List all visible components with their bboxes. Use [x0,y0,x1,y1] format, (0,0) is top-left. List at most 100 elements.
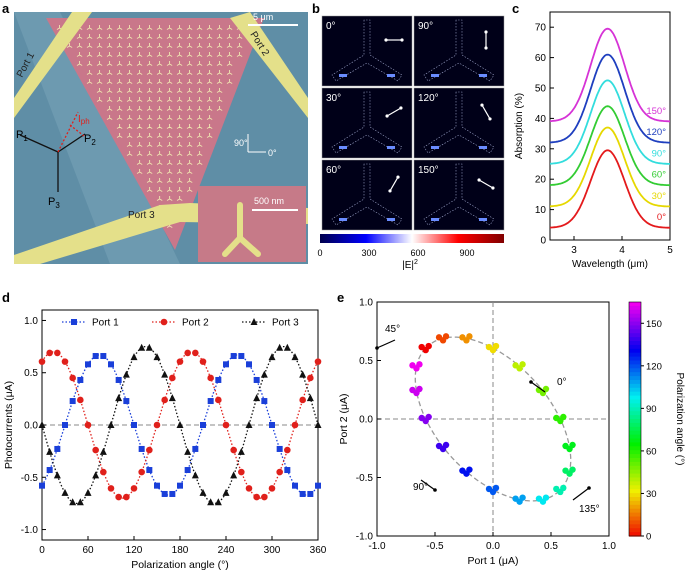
data-point [230,471,238,479]
y-antenna [116,124,123,129]
y-antenna [156,61,163,66]
y-antenna [86,52,93,57]
data-point [207,374,214,382]
colorbar-segment [629,333,641,338]
y-antenna [156,52,163,57]
colorbar-segment [629,426,641,432]
y-antenna [66,43,73,48]
y-antenna [216,70,223,75]
y-antenna [176,151,183,156]
colorbar-tick: 900 [459,248,474,258]
y-antenna [186,97,193,102]
arrow-tail [484,46,488,50]
hotspot [431,74,439,77]
data-point [269,422,275,428]
hotspot [479,218,487,221]
data-point [291,353,299,361]
y-antenna [166,196,173,201]
x-axis-label: Port 1 (μA) [468,555,519,567]
y-tick-label: 70 [535,23,547,34]
colorbar-segment [629,461,641,467]
y-antenna [166,61,173,66]
absorption-curve [550,105,670,187]
data-point [542,385,550,393]
y-antenna [146,34,153,39]
y-antenna [176,133,183,138]
y-antenna [176,97,183,102]
y-antenna [206,52,213,57]
annotation-label: 135° [579,504,600,515]
y-antenna [186,88,193,93]
y-antenna [136,88,143,93]
x-tick-label: 4 [619,245,625,256]
arrow-tail [491,186,495,190]
series-label: 0° [657,212,666,223]
y-antenna [136,115,143,120]
x-tick-label: -1.0 [368,541,386,552]
colorbar-segment [629,395,641,401]
antenna-outline [423,19,495,82]
y-antenna [106,25,113,30]
x-tick-label: 60 [82,545,94,556]
data-point [184,467,191,474]
y-antenna [136,133,143,138]
data-point [291,421,299,429]
y-antenna [136,25,143,30]
field-map-tile [321,15,413,87]
antenna-outline [423,163,495,226]
data-point [238,353,245,360]
data-point [253,493,260,501]
y-antenna [146,61,153,66]
y-tick-label: 10 [535,205,547,216]
vector-diagram [19,111,86,192]
y-tick-label: -1.0 [21,525,39,536]
y-antenna [126,124,133,129]
y-antenna [126,79,133,84]
colorbar-segment [629,485,641,490]
data-point [169,374,176,382]
colorbar-segment [629,383,641,389]
y-antenna [126,61,133,66]
data-point [230,446,237,454]
y-antenna [156,97,163,102]
port-1-electrode [14,12,92,118]
y-antenna [196,124,203,129]
colorbar-segment [629,458,641,463]
y-antenna [226,52,233,57]
data-point [107,485,115,492]
data-point [191,471,199,479]
data-point [283,343,291,351]
data-point [115,376,122,383]
annotation-label: 0° [557,377,567,388]
y-antenna [106,70,113,75]
y-antenna [116,88,123,93]
y-antenna [146,151,153,156]
y-antenna [126,88,133,93]
y-antenna [96,61,103,66]
y-antenna [156,160,163,165]
y-antenna [76,34,83,39]
data-point [492,342,500,350]
y-antenna [166,151,173,156]
data-point [200,422,206,428]
colorbar-segment [629,469,641,475]
colorbar-segment [629,360,641,365]
y-antenna [166,25,173,30]
arrow-head [480,103,484,107]
hotspot [339,146,347,149]
y-antenna [86,43,93,48]
y-antenna [116,115,123,120]
x-axis-label: Polarization angle (°) [131,559,229,571]
y-antenna [176,25,183,30]
data-point [100,353,107,360]
y-tick-label: 0.5 [359,356,373,367]
y-antenna [196,25,203,30]
y-antenna [226,79,233,84]
data-point [215,396,222,404]
y-antenna [196,115,203,120]
colorbar-segment [629,516,641,521]
data-point [192,445,199,452]
data-point [161,396,168,404]
y-tick-label: 30 [535,144,547,155]
colorbar-segment [629,438,641,443]
